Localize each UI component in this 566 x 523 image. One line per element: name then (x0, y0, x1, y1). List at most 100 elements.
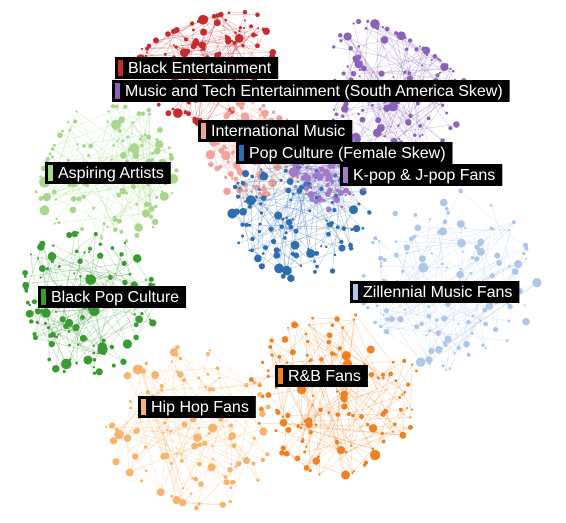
node (325, 245, 328, 249)
node (430, 252, 433, 255)
node (317, 196, 323, 203)
node (388, 101, 398, 112)
node (303, 174, 312, 183)
edge (209, 350, 247, 386)
node (435, 318, 439, 322)
node (131, 148, 139, 155)
node (175, 345, 180, 350)
node (116, 139, 119, 143)
node (409, 416, 412, 419)
edge (305, 380, 397, 422)
node (157, 126, 163, 133)
node (113, 215, 117, 219)
edge (282, 195, 337, 220)
edge (286, 190, 300, 271)
node (330, 200, 334, 204)
node (145, 390, 150, 395)
edge (200, 417, 247, 461)
edge (355, 314, 409, 385)
label-box (38, 286, 187, 308)
node (243, 19, 246, 22)
edge (395, 33, 411, 116)
node (34, 308, 39, 313)
edge (359, 69, 464, 82)
node (100, 236, 104, 240)
node (308, 359, 311, 363)
edge (308, 324, 405, 393)
edge (328, 175, 352, 249)
node (62, 370, 66, 374)
node (227, 466, 233, 473)
node (80, 315, 85, 320)
edge (382, 364, 413, 415)
edge (212, 458, 231, 470)
node (170, 360, 173, 363)
node (34, 190, 38, 194)
node (373, 236, 378, 241)
label-box (112, 80, 510, 102)
node (39, 276, 42, 279)
node (119, 187, 127, 195)
node (196, 461, 202, 467)
label-swatch (141, 399, 146, 415)
node (71, 230, 78, 238)
node (180, 452, 183, 455)
node (221, 150, 231, 161)
node (446, 266, 449, 269)
node (40, 308, 44, 312)
edge (281, 226, 343, 249)
edge (270, 346, 347, 453)
edge (384, 236, 415, 261)
label-swatch (118, 60, 123, 76)
edge (416, 219, 431, 327)
node (141, 209, 151, 218)
node (141, 370, 144, 374)
node (218, 376, 221, 380)
node (508, 264, 511, 268)
node (233, 208, 240, 215)
node (339, 39, 343, 43)
node (375, 117, 382, 124)
edge (261, 215, 279, 267)
node (281, 415, 285, 419)
node (470, 256, 475, 260)
edge (376, 27, 379, 121)
edge (252, 180, 282, 240)
node (227, 11, 231, 15)
node (403, 36, 407, 40)
node (274, 163, 282, 171)
node (458, 188, 464, 194)
node (83, 251, 86, 254)
node (72, 323, 80, 332)
node (248, 223, 252, 227)
edge (352, 361, 394, 416)
node (361, 108, 365, 112)
edge (290, 253, 294, 279)
node (98, 242, 102, 246)
node (325, 219, 328, 222)
node (489, 203, 493, 207)
node (179, 458, 184, 463)
node (318, 473, 321, 476)
node (436, 230, 441, 234)
node (242, 9, 248, 15)
node (200, 48, 203, 52)
edge (377, 132, 404, 144)
edge (52, 134, 146, 150)
node (312, 457, 320, 465)
node (220, 12, 224, 16)
node (281, 336, 289, 343)
node (350, 228, 354, 232)
node (183, 37, 189, 42)
edge (83, 196, 122, 232)
node (413, 212, 418, 217)
node (285, 118, 288, 121)
node (255, 43, 260, 49)
node (335, 390, 339, 393)
cluster-label: Music and Tech Entertainment (South Amer… (125, 83, 503, 100)
node (421, 133, 424, 136)
node (87, 154, 91, 158)
edge (292, 172, 342, 194)
node (341, 470, 350, 480)
edge (300, 389, 303, 428)
